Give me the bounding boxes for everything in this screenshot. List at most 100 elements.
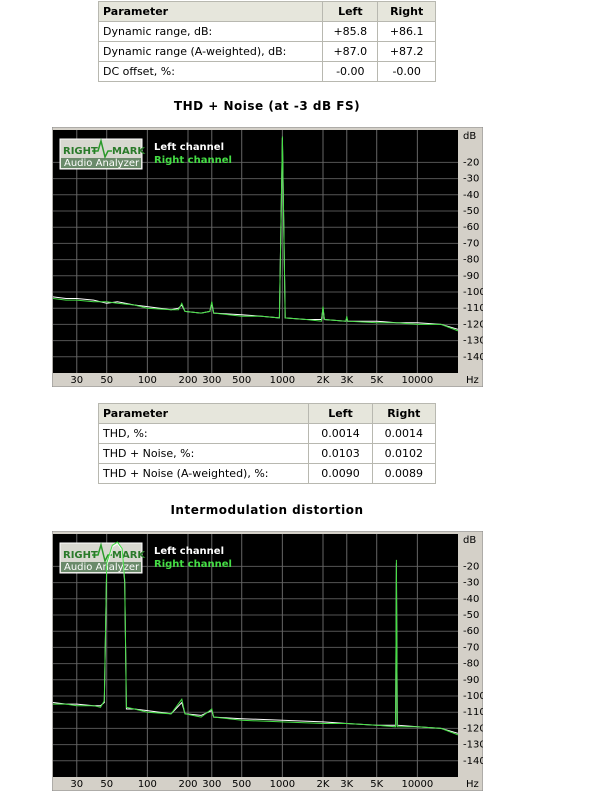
x-tick-label: 1000 [270,779,295,790]
legend-label: Right channel [154,559,232,570]
row: Dynamic range, dB: +85.8 +86.1 [97,21,436,42]
y-tick-label: -90 [463,271,479,282]
y-unit: dB [463,131,476,142]
x-tick-label: 2K [317,779,330,790]
chart: -20 -30 -40 -50 -60 -70 -80 -90 -100 -110 -120 -130… [52,531,483,791]
x-tick-label: 30 [70,779,83,790]
y-tick-label: -30 [463,578,479,589]
y-tick-label: -110 [463,303,483,314]
cell: Dynamic range, dB: [97,21,324,42]
y-tick-label: -60 [463,222,479,233]
line [53,541,459,736]
cell: Dynamic range (A-weighted), dB: [97,41,324,62]
logo-band [61,562,141,572]
y-tick-label: -120 [463,319,483,330]
row: DC offset, %: -0.00 -0.00 [97,61,436,82]
y-tick-label: -130 [463,336,483,347]
cell: +86.1 [377,21,436,42]
logo-text: MARK [112,550,146,561]
table: Parameter Left Right THD, %: 0.0014 0.0014 THD… [97,403,437,484]
x-tick-label: 100 [138,375,157,386]
x-tick-label: 500 [232,375,251,386]
y-tick-label: -140 [463,352,483,363]
legend-label: Left channel [154,142,224,153]
header-row: Parameter Left Right [97,403,437,424]
y-tick-label: -30 [463,174,479,185]
y-tick-label: -110 [463,707,483,718]
logo-text: Audio Analyzer [64,158,140,169]
y-tick-label: -70 [463,238,479,249]
cell: 0.0014 [308,423,373,444]
x-tick-label: 50 [100,375,113,386]
y-tick-label: -140 [463,756,483,767]
y-tick-label: -50 [463,610,479,621]
header-cell: Right [377,1,436,22]
chart: -20 -30 -40 -50 -60 -70 -80 -90 -100 -110 -120 -130… [52,127,483,387]
y-tick-label: -40 [463,190,479,201]
x-tick-label: 300 [202,375,221,386]
y-tick-label: -60 [463,626,479,637]
header-cell: Parameter [97,403,310,424]
cell: +85.8 [322,21,379,42]
x-tick-label: 10000 [401,779,433,790]
line [52,136,459,332]
y-tick-label: -40 [463,594,479,605]
cell: 0.0102 [371,443,437,464]
chart-title: THD + Noise (at -3 dB FS) [173,99,361,113]
logo-text: RIGHT [63,146,98,157]
plot-area [53,130,458,373]
y-tick-label: -20 [463,561,479,572]
x-tick-label: 300 [202,779,221,790]
y-tick-label: -20 [463,157,479,168]
cell: -0.00 [322,61,379,82]
logo-text: Audio Analyzer [64,562,140,573]
x-tick-label: 200 [178,375,197,386]
x-tick-label: 500 [232,779,251,790]
legend-label: Right channel [154,155,232,166]
row: Dynamic range (A-weighted), dB: +87.0 +87.… [97,41,436,62]
x-tick-label: 1000 [270,375,295,386]
logo-band [61,158,141,168]
header-cell: Parameter [97,1,324,22]
plot-area [53,534,458,777]
cell: 0.0103 [308,443,373,464]
cell: -0.00 [377,61,436,82]
y-tick-label: -90 [463,675,479,686]
chart-title: Intermodulation distortion [170,503,364,517]
x-tick-label: 30 [70,375,83,386]
header-row: Parameter Left Right [97,1,436,22]
x-tick-label: 3K [340,375,353,386]
cell: 0.0014 [371,423,437,444]
x-unit: Hz [466,375,479,386]
row: THD + Noise (A-weighted), %: 0.0090 0.0089 [97,463,437,484]
x-unit: Hz [466,779,479,790]
cell: THD + Noise (A-weighted), %: [97,463,310,484]
cell: DC offset, %: [97,61,324,82]
logo-text: RIGHT [63,550,98,561]
y-tick-label: -70 [463,642,479,653]
x-tick-label: 5K [370,779,383,790]
row: THD, %: 0.0014 0.0014 [97,423,437,444]
y-unit: dB [463,535,476,546]
header-cell: Right [371,403,437,424]
cell: +87.2 [377,41,436,62]
y-tick-label: -120 [463,723,483,734]
y-tick-label: -50 [463,206,479,217]
table: Parameter Left Right Dynamic range, dB: +85.… [97,1,436,82]
cell: 0.0089 [371,463,437,484]
x-tick-label: 50 [100,779,113,790]
cell: 0.0090 [308,463,373,484]
row: THD + Noise, %: 0.0103 0.0102 [97,443,437,464]
header-cell: Left [308,403,373,424]
cell: THD, %: [97,423,310,444]
y-tick-label: -130 [463,740,483,751]
y-tick-label: -100 [463,691,483,702]
x-tick-label: 3K [340,779,353,790]
y-tick-label: -100 [463,287,483,298]
y-tick-label: -80 [463,659,479,670]
cell: THD + Noise, %: [97,443,310,464]
x-tick-label: 10000 [401,375,433,386]
x-tick-label: 100 [138,779,157,790]
logo-text: MARK [112,146,146,157]
